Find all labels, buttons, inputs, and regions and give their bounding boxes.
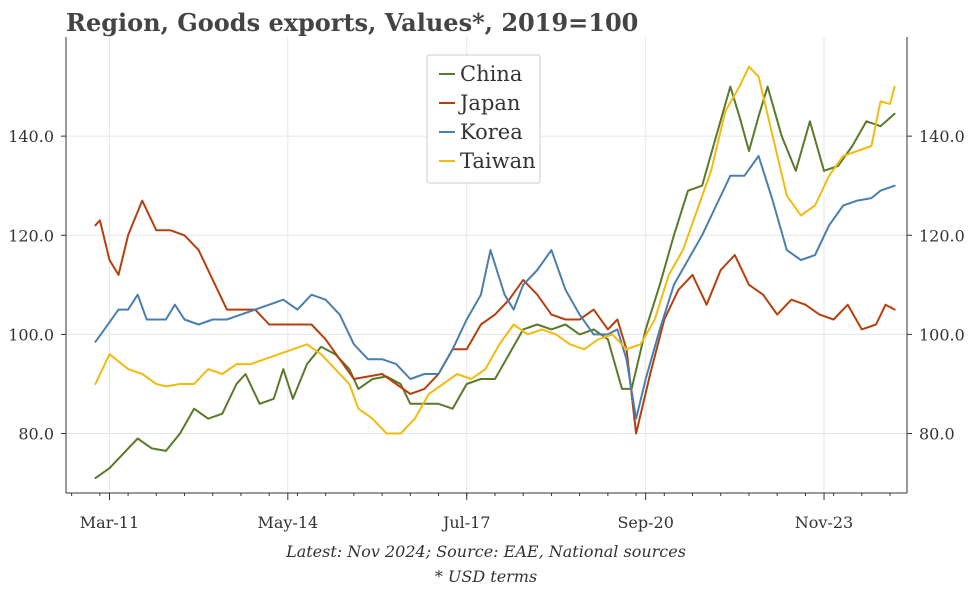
legend-label-korea: Korea: [460, 120, 523, 144]
y-tick-label-right: 80.0: [919, 425, 955, 444]
series-line-china: [94, 85, 896, 480]
footnote-usd: * USD terms: [435, 567, 537, 586]
series-line-taiwan: [94, 65, 896, 435]
x-tick-label: Sep-20: [617, 513, 673, 532]
y-tick-label-left: 120.0: [8, 226, 54, 245]
series-line-japan: [94, 199, 896, 435]
legend: China Japan Korea Taiwan: [426, 54, 541, 184]
y-tick-label-right: 120.0: [919, 226, 965, 245]
chart-title: Region, Goods exports, Values*, 2019=100: [66, 8, 638, 37]
y-tick-label-left: 100.0: [8, 325, 54, 344]
y-tick-label-right: 100.0: [919, 325, 965, 344]
series-lines: [94, 65, 896, 480]
y-tick-label-left: 80.0: [18, 425, 54, 444]
legend-label-japan: Japan: [458, 91, 520, 115]
x-tick-label: Mar-11: [80, 513, 139, 532]
axes: 80.0 80.0 100.0 100.0 120.0 120.0 140.0 140.0 Ma…: [8, 37, 965, 532]
legend-label-taiwan: Taiwan: [460, 149, 536, 173]
legend-label-china: China: [460, 62, 522, 86]
gridlines: [66, 37, 907, 493]
series-line-korea: [94, 155, 896, 420]
x-tick-label: May-14: [257, 513, 318, 532]
x-tick-label: Nov-23: [795, 513, 853, 532]
legend-box: [426, 54, 541, 184]
y-tick-label-left: 140.0: [8, 127, 54, 146]
y-tick-label-right: 140.0: [919, 127, 965, 146]
x-tick-label: Jul-17: [441, 513, 491, 532]
footnote-source: Latest: Nov 2024; Source: EAE, National …: [285, 542, 686, 561]
